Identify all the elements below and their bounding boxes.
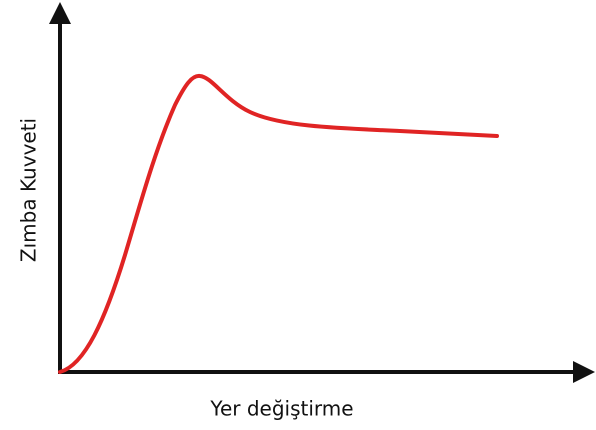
y-axis-label: Zımba Kuvveti xyxy=(17,118,41,262)
x-axis-label: Yer değiştirme xyxy=(209,397,353,421)
y-axis-arrow xyxy=(49,2,71,24)
force-curve xyxy=(58,73,499,374)
x-axis-arrow xyxy=(573,361,595,383)
